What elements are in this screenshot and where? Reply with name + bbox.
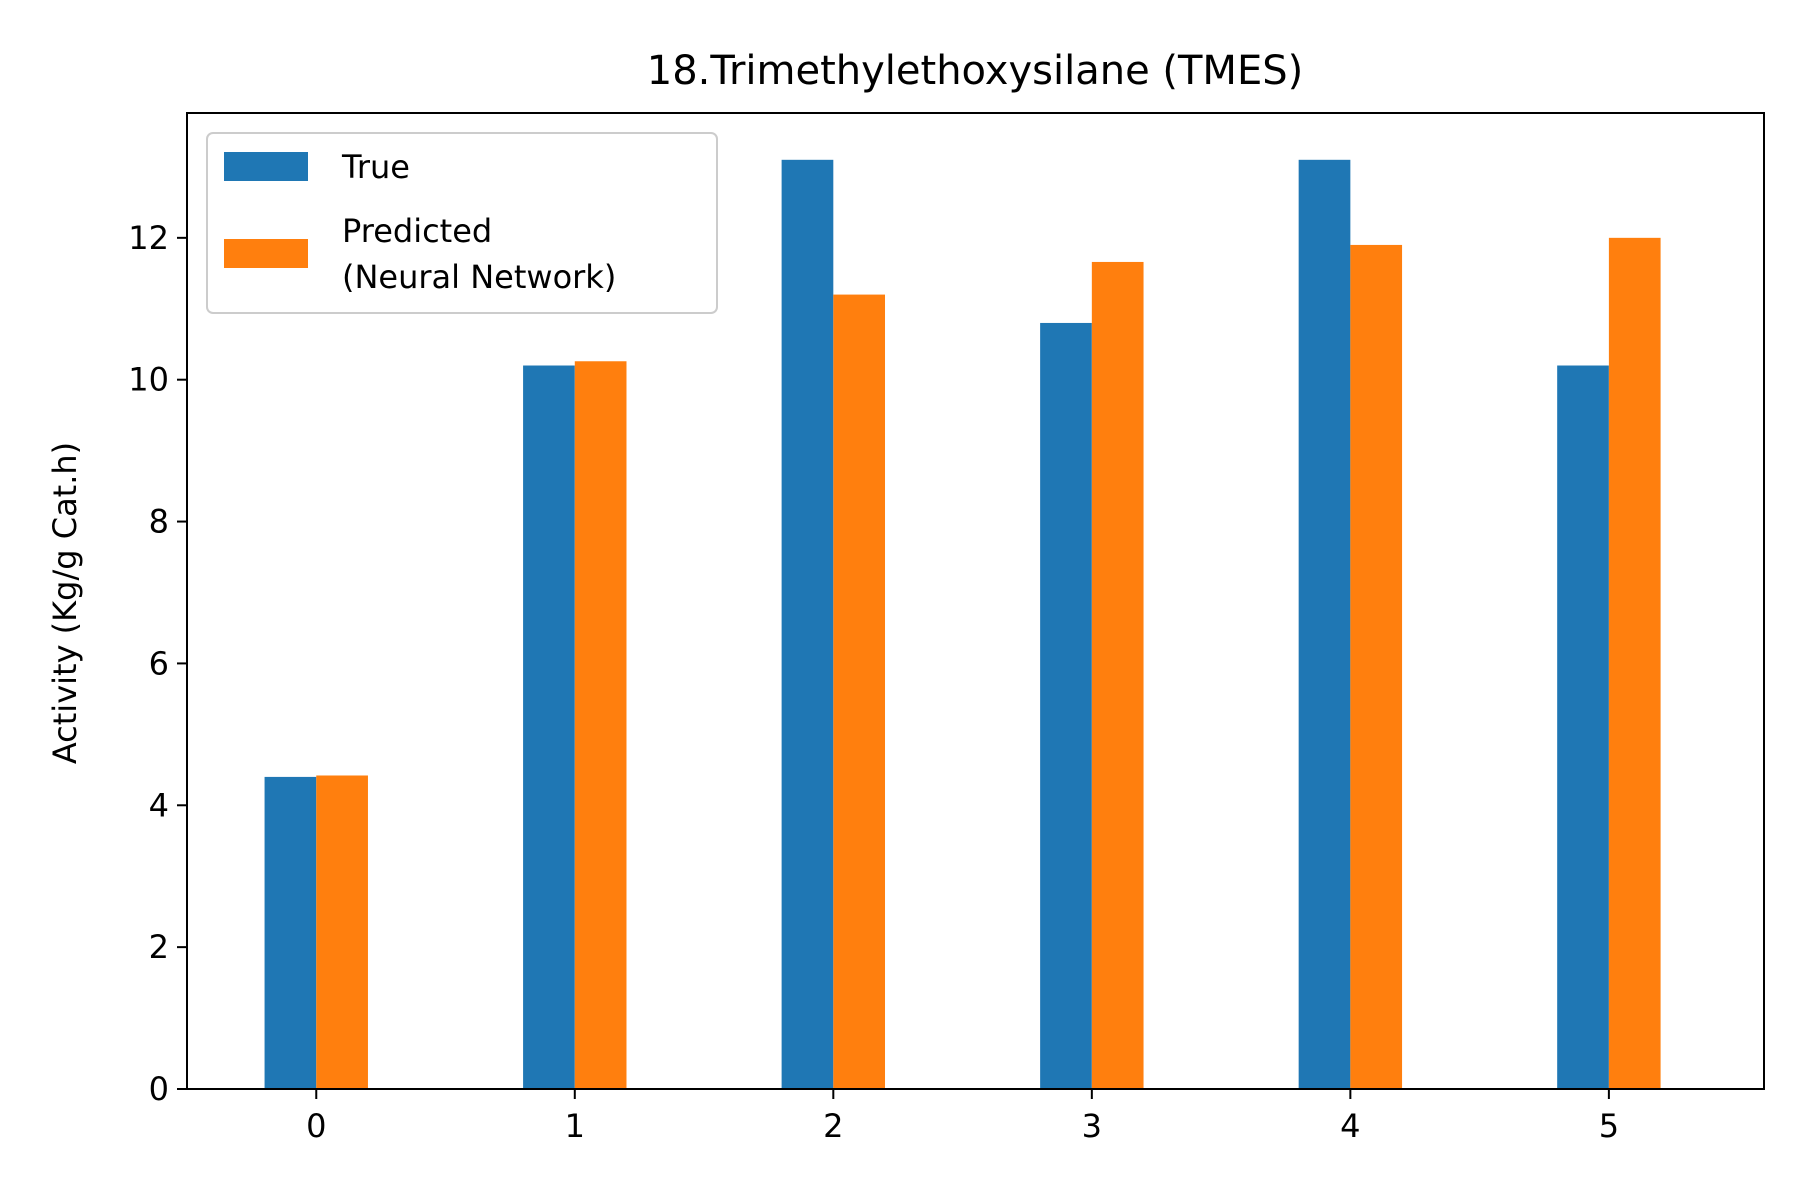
chart-title: 18.Trimethylethoxysilane (TMES) <box>647 48 1303 94</box>
bar-predicted-2 <box>833 294 886 1090</box>
y-tick-label-8: 8 <box>149 503 169 541</box>
y-tick-label-12: 12 <box>128 219 169 257</box>
bar-true-1 <box>523 365 575 1089</box>
bar-true-3 <box>1040 322 1092 1089</box>
bar-true-5 <box>1557 365 1609 1089</box>
axes-frame <box>186 112 1765 1090</box>
bar-predicted-4 <box>1350 244 1403 1089</box>
x-tick-label-1: 1 <box>565 1107 585 1145</box>
y-tick-label-4: 4 <box>149 786 169 824</box>
x-tick-label-2: 2 <box>823 1107 843 1145</box>
y-tick-label-6: 6 <box>149 644 169 682</box>
y-tick-label-10: 10 <box>128 361 169 399</box>
x-tick-label-3: 3 <box>1082 1107 1102 1145</box>
legend: True Predicted (Neural Network) <box>206 132 718 314</box>
legend-swatch-predicted <box>224 239 308 268</box>
bar-predicted-3 <box>1091 261 1144 1089</box>
legend-label-predicted: Predicted (Neural Network) <box>342 212 616 296</box>
bar-predicted-5 <box>1608 237 1661 1090</box>
x-tick-label-0: 0 <box>306 1107 326 1145</box>
y-tick-label-0: 0 <box>149 1070 169 1108</box>
x-tick-label-5: 5 <box>1599 1107 1619 1145</box>
bar-true-2 <box>781 159 834 1089</box>
legend-swatch-true <box>224 152 308 181</box>
bar-true-4 <box>1298 159 1351 1089</box>
legend-label-true: True <box>341 148 410 186</box>
legend-box <box>206 132 718 314</box>
bar-predicted-1 <box>574 361 627 1089</box>
y-axis-label: Activity (Kg/g Cat.h) <box>46 442 84 764</box>
x-tick-label-4: 4 <box>1340 1107 1360 1145</box>
bar-predicted-0 <box>316 775 368 1089</box>
y-tick-label-2: 2 <box>149 928 169 966</box>
bar-true-0 <box>264 776 317 1089</box>
